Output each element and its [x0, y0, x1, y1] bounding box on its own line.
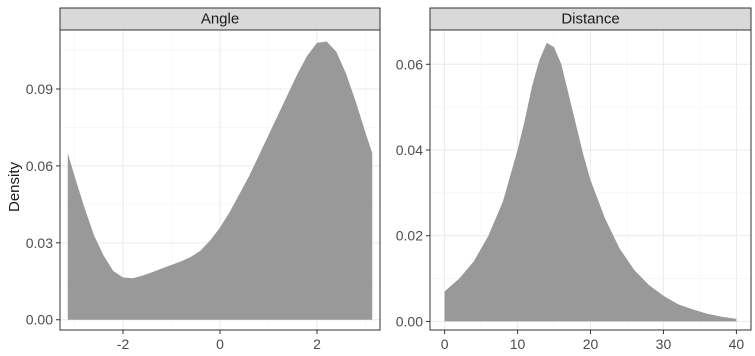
- angle-strip: [59, 7, 381, 31]
- angle-y-tick-label: 0.06: [26, 158, 53, 174]
- distance-x-tick-label: 10: [510, 336, 526, 352]
- distance-strip: [429, 7, 752, 31]
- angle-x-tick-label: 0: [216, 336, 224, 352]
- distance-y-tick-label: 0.00: [396, 313, 423, 329]
- distance-y-tick-label: 0.04: [396, 142, 423, 158]
- angle-y-tick-label: 0.00: [26, 312, 53, 328]
- angle-y-tick-label: 0.09: [26, 81, 53, 97]
- distance-y-tick-label: 0.06: [396, 56, 423, 72]
- y-axis-label: Density: [6, 161, 23, 212]
- angle-y-tick-label: 0.03: [26, 235, 53, 251]
- angle-x-tick-label: 2: [313, 336, 321, 352]
- distance-x-tick-label: 40: [729, 336, 745, 352]
- distance-y-ticks: 0.00 0.02 0.04 0.06: [396, 56, 430, 329]
- angle-y-ticks: 0.00 0.03 0.06 0.09: [26, 81, 60, 328]
- distance-x-tick-label: 20: [583, 336, 599, 352]
- panel-distance: Distance 0 10 20 30 40 0.00 0.02 0.04 0.06: [396, 7, 752, 352]
- panel-angle: Angle -2 0 2 0.00 0.03 0.06 0.09: [26, 7, 381, 352]
- angle-x-ticks: -2 0 2: [117, 330, 321, 352]
- angle-x-tick-label: -2: [117, 336, 130, 352]
- distance-density-area: [444, 42, 737, 322]
- angle-density-area: [67, 41, 373, 320]
- distance-x-tick-label: 0: [441, 336, 449, 352]
- distance-strip-label: Distance: [561, 11, 619, 28]
- distance-x-tick-label: 30: [656, 336, 672, 352]
- distance-x-ticks: 0 10 20 30 40: [441, 330, 745, 352]
- distance-y-tick-label: 0.02: [396, 228, 423, 244]
- angle-strip-label: Angle: [201, 11, 239, 28]
